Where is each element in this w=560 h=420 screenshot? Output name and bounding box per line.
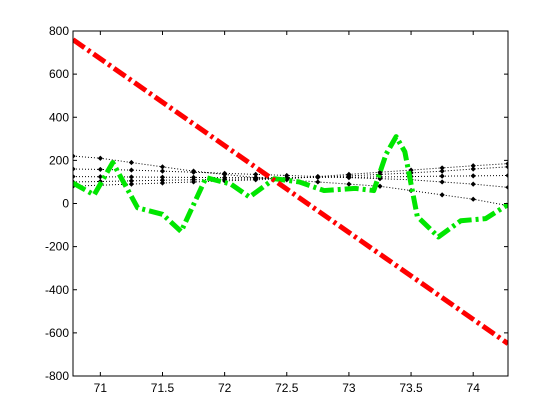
- series-4-point: [159, 174, 166, 180]
- series-line-2: [73, 155, 508, 207]
- series-3-point: [73, 166, 76, 172]
- series-2-point: [315, 179, 321, 185]
- series-3-point: [159, 168, 166, 174]
- series-2-point: [377, 183, 383, 189]
- series-4-point: [128, 174, 135, 180]
- x-tick-label: 71: [94, 381, 108, 395]
- series-6-point: [159, 180, 166, 186]
- y-tick-label: -400: [45, 283, 69, 297]
- series-6-point: [346, 171, 352, 177]
- series-5-point: [128, 178, 135, 184]
- series-line-1: [73, 134, 508, 240]
- y-tick-label: 200: [49, 153, 69, 167]
- series-2-point: [73, 153, 76, 159]
- y-tick-label: 400: [49, 110, 69, 124]
- series-group: [73, 37, 508, 346]
- series-line-0: [73, 37, 508, 346]
- x-tick-label: 72.5: [275, 381, 299, 395]
- series-3-point: [222, 170, 228, 176]
- series-6-point: [128, 181, 135, 187]
- x-tick-label: 72: [218, 381, 232, 395]
- y-tick-label: -600: [45, 326, 69, 340]
- series-3-point: [470, 181, 476, 187]
- series-6-point: [315, 173, 321, 180]
- y-tick-label: 0: [62, 197, 69, 211]
- series-2-point: [439, 192, 445, 198]
- series-3-point: [190, 169, 197, 175]
- series-layer: [73, 37, 508, 346]
- series-5-point: [159, 177, 166, 183]
- y-tick-label: 800: [49, 24, 69, 38]
- series-3-point: [505, 184, 508, 190]
- x-tick-label: 73.5: [399, 381, 423, 395]
- tick-layer: 71 71.5 72 72.5 73 73.5 74 -800 -600 -400 -200 0 200…: [45, 24, 508, 395]
- series-3-point: [439, 179, 445, 185]
- series-4-point: [470, 173, 476, 179]
- series-4-point: [439, 173, 445, 179]
- x-tick-label: 71.5: [151, 381, 175, 395]
- series-4-point: [505, 172, 508, 179]
- series-5-point: [439, 168, 445, 174]
- x-tick-label: 73: [342, 381, 356, 395]
- series-2-point: [159, 164, 166, 170]
- series-6-point: [439, 165, 445, 171]
- series-3-point: [97, 166, 103, 173]
- series-2-point: [97, 155, 103, 161]
- series-6-point: [190, 179, 197, 185]
- series-4-point: [97, 174, 103, 180]
- series-2-point: [128, 159, 135, 166]
- series-5-point: [470, 166, 476, 172]
- series-4-point: [73, 173, 76, 180]
- series-2-point: [346, 181, 352, 187]
- series-6-point: [505, 161, 508, 167]
- y-tick-label: -800: [45, 369, 69, 383]
- series-6-point: [284, 176, 290, 182]
- series-6-point: [253, 177, 259, 183]
- series-2-point: [470, 196, 476, 202]
- x-tick-label: 74: [467, 381, 481, 395]
- series-6-point: [470, 163, 476, 169]
- y-tick-label: -200: [45, 240, 69, 254]
- y-tick-label: 600: [49, 67, 69, 81]
- series-3-point: [128, 167, 135, 173]
- series-3-point: [253, 171, 259, 177]
